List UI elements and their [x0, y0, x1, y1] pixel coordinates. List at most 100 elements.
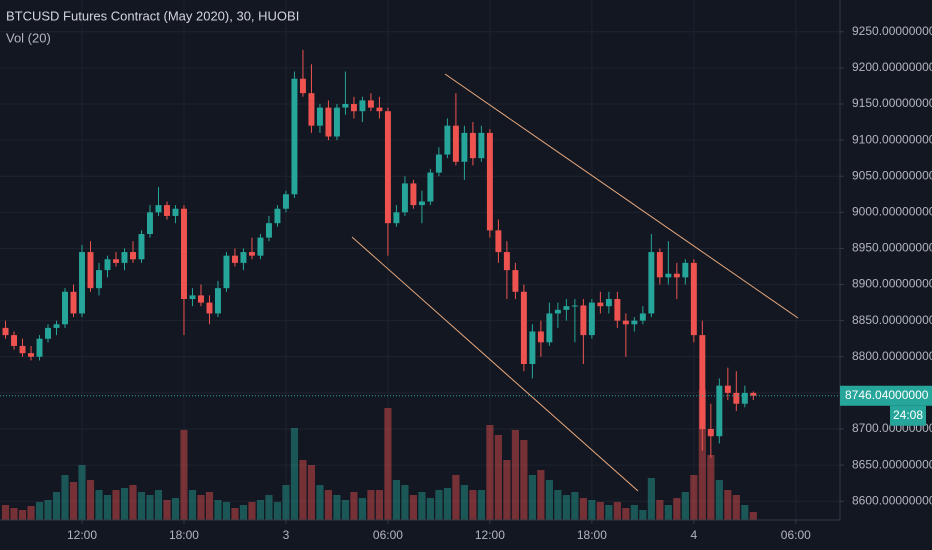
candle-body: [53, 324, 60, 328]
candle-body: [45, 327, 51, 339]
x-tick-label: 06:00: [373, 528, 403, 542]
volume-bar: [375, 490, 383, 520]
volume-bar: [367, 490, 375, 520]
volume-bar: [248, 502, 256, 520]
candle-body: [580, 305, 587, 336]
volume-bar: [384, 408, 392, 520]
volume-bar: [435, 490, 443, 520]
candle-body: [546, 313, 553, 343]
volume-bar: [95, 490, 103, 520]
volume-bar: [545, 480, 553, 520]
candle-body: [19, 345, 26, 354]
volume-bar: [120, 488, 129, 520]
candle-body: [571, 305, 578, 307]
candle-body: [665, 273, 672, 278]
volume-bar: [418, 492, 426, 520]
volume-bar: [180, 430, 188, 520]
candle-body: [342, 104, 349, 108]
candle-body: [265, 223, 272, 238]
candle-body: [359, 100, 366, 112]
x-tick-label: 3: [283, 528, 290, 542]
candle-body: [741, 392, 748, 404]
volume-bar: [299, 460, 307, 520]
countdown-tag: [890, 405, 926, 426]
candle-body: [648, 252, 655, 314]
volume-bar: [290, 428, 299, 520]
volume-bar: [622, 508, 630, 520]
volume-bar: [562, 495, 570, 520]
volume-bar: [1, 505, 10, 520]
countdown-label: 24:08: [893, 408, 923, 422]
volume-bar: [452, 475, 460, 520]
candle-body: [563, 306, 570, 310]
volume-bar: [477, 490, 485, 520]
candle-body: [155, 205, 162, 213]
candle-body: [495, 230, 502, 253]
candle-body: [554, 309, 561, 314]
candle-body: [197, 295, 204, 303]
volume-bar: [613, 502, 621, 520]
last-price-label: 8746.04000000: [845, 388, 929, 402]
volume-bar: [639, 510, 647, 520]
volume-bar: [401, 485, 409, 520]
volume-bar: [44, 500, 52, 520]
candle-body: [461, 132, 468, 162]
volume-bar: [61, 475, 69, 520]
volume-layer: [1, 390, 757, 520]
y-tick-label: 8900.00000000: [852, 277, 932, 291]
volume-bar: [163, 500, 171, 520]
volume-bar: [333, 495, 341, 520]
volume-bar: [630, 505, 638, 520]
volume-bar: [528, 475, 536, 520]
volume-bar: [316, 485, 324, 520]
volume-bar: [664, 505, 672, 520]
y-tick-label: 9050.00000000: [852, 168, 932, 182]
candle-body: [104, 259, 111, 271]
candle-body: [350, 104, 357, 112]
trend-line: [351, 236, 639, 492]
last-price-tag: [840, 385, 932, 406]
candle-body: [537, 331, 544, 343]
volume-bar: [112, 490, 120, 520]
candle-body: [707, 429, 714, 437]
candle-body: [79, 252, 85, 314]
volume-bar: [579, 498, 587, 520]
volume-bar: [681, 492, 689, 520]
candle-body: [130, 252, 136, 260]
candle-body: [214, 288, 221, 314]
candle-body: [605, 299, 612, 307]
volume-bar: [205, 492, 214, 520]
volume-bar: [307, 465, 316, 520]
candle-body: [444, 125, 451, 155]
volume-bar: [647, 478, 655, 520]
candle-body: [316, 107, 323, 126]
candle-body: [189, 295, 196, 299]
volume-bar: [605, 505, 613, 520]
volume-bar: [35, 502, 44, 520]
candle-body: [274, 208, 281, 224]
candle-body: [614, 299, 621, 321]
volume-bar: [741, 505, 749, 520]
volume-bar: [358, 498, 367, 520]
candle-body: [28, 353, 34, 357]
volume-bar: [52, 492, 61, 520]
candle-body: [384, 111, 391, 224]
volume-bar: [392, 480, 400, 520]
volume-bar: [511, 430, 519, 520]
volume-bar: [571, 492, 579, 520]
candle-body: [478, 132, 485, 159]
candle-body: [656, 252, 663, 278]
volume-bar: [350, 492, 358, 520]
candle-body: [121, 252, 128, 263]
candle-body: [308, 93, 315, 126]
candle-body: [410, 183, 417, 206]
candle-body: [631, 320, 638, 325]
volume-bar: [656, 500, 664, 520]
volume-bar: [188, 490, 197, 520]
volume-bar: [103, 495, 112, 520]
trend-line: [444, 73, 799, 319]
x-tick-label: 12:00: [475, 528, 505, 542]
grid: [0, 0, 840, 520]
candle-body: [597, 302, 604, 307]
axis-layer: 8600.000000008650.000000008700.000000008…: [0, 24, 932, 542]
